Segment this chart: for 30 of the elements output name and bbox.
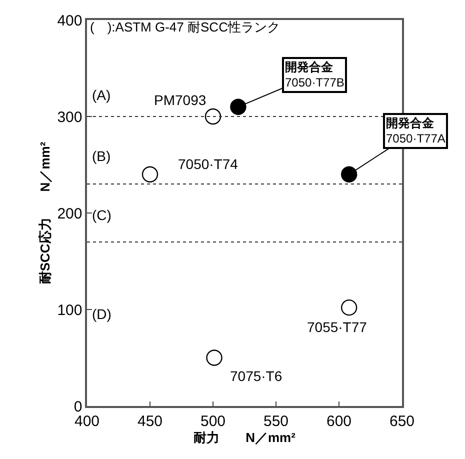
y-tick-label: 0 <box>74 398 82 416</box>
point <box>340 299 358 316</box>
y-tick-label: 400 <box>57 12 82 30</box>
x-axis-title: 耐力 N／mm² <box>194 430 296 445</box>
x-tick-label: 500 <box>200 412 226 430</box>
annotation: (A) <box>92 87 111 103</box>
y-tick-label: 200 <box>57 205 82 222</box>
annotation: (B) <box>92 148 111 164</box>
x-tick-label: 550 <box>263 412 289 430</box>
annotation: (D) <box>92 306 112 322</box>
annotation: 7050·T74 <box>178 156 238 172</box>
chart-title: ( ):ASTM G-47 耐SCC性ランク <box>90 20 280 35</box>
y-axis-title: 耐SCC応力 N／mm² <box>38 141 53 284</box>
point <box>230 98 246 115</box>
x-tick-label: 650 <box>389 412 415 430</box>
annotation: 7075·T6 <box>230 368 282 384</box>
x-tick-label: 600 <box>326 412 352 430</box>
annotation: 7055·T77 <box>307 319 368 335</box>
annotation: 開発合金 7050·T77A <box>386 116 446 146</box>
y-tick-label: 100 <box>57 302 82 319</box>
point <box>204 108 222 125</box>
x-tick-label: 450 <box>137 412 163 430</box>
y-tick-label: 300 <box>57 108 82 126</box>
point <box>206 350 222 366</box>
annotation: PM7093 <box>154 92 206 108</box>
point <box>340 166 358 182</box>
x-tick-label: 400 <box>74 412 100 430</box>
annotation: 開発合金 7050·T77B <box>285 60 344 90</box>
annotation: (C) <box>92 207 112 223</box>
point <box>142 166 158 182</box>
